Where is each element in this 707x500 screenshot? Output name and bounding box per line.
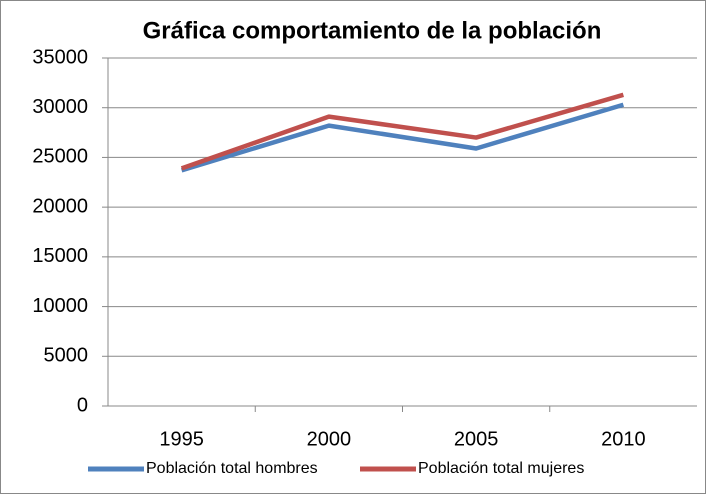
legend-label: Población total mujeres — [418, 460, 584, 477]
x-tick-label: 2000 — [307, 428, 352, 450]
y-tick-label: 20000 — [32, 195, 88, 217]
y-tick-label: 5000 — [44, 345, 89, 367]
y-tick-label: 15000 — [32, 245, 88, 267]
x-tick-label: 2010 — [601, 428, 646, 450]
chart-title: Gráfica comportamiento de la población — [143, 17, 602, 44]
y-tick-label: 35000 — [32, 46, 88, 68]
y-tick-label: 30000 — [32, 96, 88, 118]
x-tick-label: 1995 — [159, 428, 204, 450]
y-tick-label: 0 — [77, 394, 88, 416]
series-line — [180, 92, 625, 171]
y-tick-label: 10000 — [32, 295, 88, 317]
y-tick-label: 25000 — [32, 146, 88, 168]
series-line — [180, 102, 625, 173]
legend-label: Población total hombres — [146, 460, 318, 477]
x-tick-label: 2005 — [454, 428, 499, 450]
